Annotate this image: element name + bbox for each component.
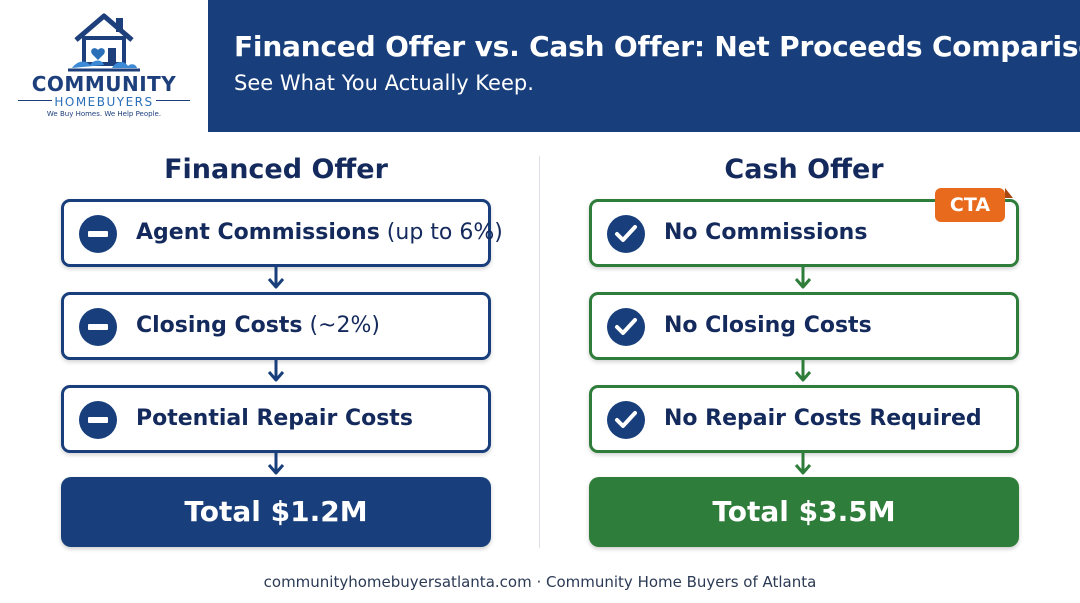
minus-circle-icon bbox=[79, 308, 117, 346]
cash-item-label: No Repair Costs Required bbox=[664, 406, 982, 431]
financed-item-label: Closing Costs (~2%) bbox=[136, 313, 380, 338]
column-divider bbox=[539, 156, 540, 548]
logo-subtitle: HOMEBUYERS bbox=[54, 95, 154, 109]
arrow-down-icon bbox=[267, 267, 285, 289]
page-title: Financed Offer vs. Cash Offer: Net Proce… bbox=[234, 30, 1080, 63]
arrow-down-icon bbox=[794, 360, 812, 382]
financed-item-closing: Closing Costs (~2%) bbox=[61, 292, 491, 360]
financed-total: Total $1.2M bbox=[61, 477, 491, 547]
cash-item-label: No Closing Costs bbox=[664, 313, 872, 338]
logo: COMMUNITY HOMEBUYERS We Buy Homes. We He… bbox=[0, 0, 208, 132]
title-banner: Financed Offer vs. Cash Offer: Net Proce… bbox=[208, 0, 1080, 132]
arrow-down-icon bbox=[794, 267, 812, 289]
financed-item-label: Agent Commissions (up to 6%) bbox=[136, 220, 503, 245]
check-circle-icon bbox=[607, 401, 645, 439]
minus-circle-icon bbox=[79, 401, 117, 439]
financed-item-commissions: Agent Commissions (up to 6%) bbox=[61, 199, 503, 267]
financed-item-label: Potential Repair Costs bbox=[136, 406, 413, 431]
logo-rule-right bbox=[156, 100, 190, 101]
page-subtitle: See What You Actually Keep. bbox=[234, 71, 534, 95]
logo-tagline: We Buy Homes. We Help People. bbox=[46, 110, 162, 118]
footer-text: communityhomebuyersatlanta.com · Communi… bbox=[263, 573, 817, 591]
financed-title: Financed Offer bbox=[164, 154, 388, 185]
logo-name: COMMUNITY bbox=[31, 72, 177, 96]
minus-circle-icon bbox=[79, 215, 117, 253]
check-circle-icon bbox=[607, 215, 645, 253]
cash-item-closing: No Closing Costs bbox=[589, 292, 1019, 360]
logo-rule-left bbox=[18, 100, 52, 101]
cta-badge-fold bbox=[1005, 188, 1013, 198]
arrow-down-icon bbox=[794, 453, 812, 475]
arrow-down-icon bbox=[267, 360, 285, 382]
cash-total: Total $3.5M bbox=[589, 477, 1019, 547]
cta-badge[interactable]: CTA bbox=[935, 188, 1005, 222]
cash-item-label: No Commissions bbox=[664, 220, 868, 245]
cash-title: Cash Offer bbox=[724, 154, 884, 185]
financed-item-repairs: Potential Repair Costs bbox=[61, 385, 491, 453]
arrow-down-icon bbox=[267, 453, 285, 475]
cash-item-commissions: No Commissions bbox=[589, 199, 1019, 267]
header: COMMUNITY HOMEBUYERS We Buy Homes. We He… bbox=[0, 0, 1080, 132]
house-logo-icon bbox=[68, 13, 140, 72]
cash-item-repairs: No Repair Costs Required bbox=[589, 385, 1019, 453]
check-circle-icon bbox=[607, 308, 645, 346]
